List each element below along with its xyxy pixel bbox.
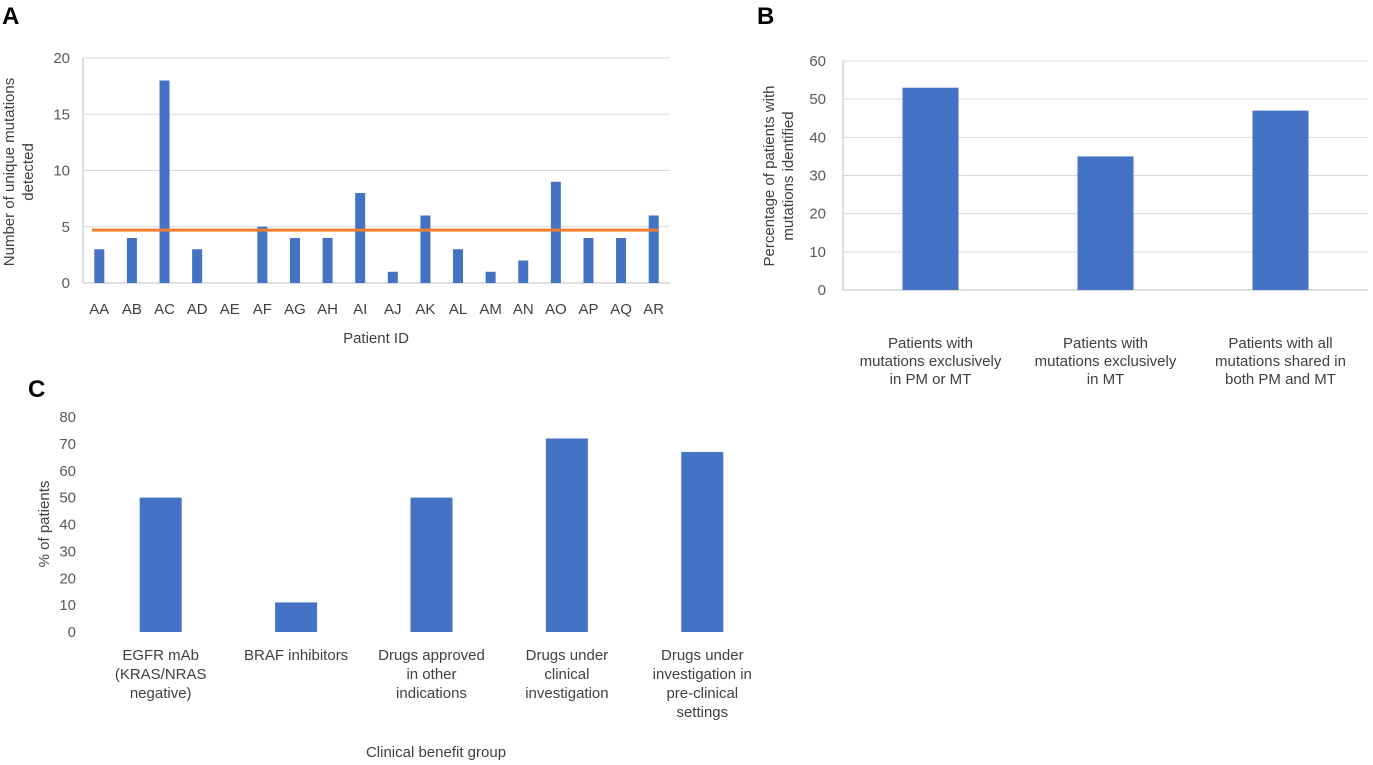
- bar: [681, 451, 724, 632]
- x-tick-label: AP: [578, 301, 598, 318]
- x-tick-label: AA: [89, 301, 109, 318]
- panel-a-y-tick-label: 15: [53, 106, 70, 123]
- panel-b: B 0 10 20 30 40 50 60 Patients with mutations e…: [757, 3, 1368, 388]
- bar: [648, 215, 659, 283]
- bar: [322, 238, 333, 283]
- bar: [139, 497, 182, 632]
- x-tick-label: BRAF inhibitors: [244, 647, 348, 664]
- panel-c-label: C: [28, 376, 45, 403]
- bar: [289, 238, 300, 283]
- x-tick-label: AR: [643, 301, 664, 318]
- x-tick-label: AH: [317, 301, 338, 318]
- panel-b-y-tick-label: 20: [809, 206, 826, 223]
- x-tick-label: AQ: [610, 301, 632, 318]
- panel-c-y-tick-label: 80: [59, 409, 76, 426]
- panel-a-label: A: [2, 3, 19, 30]
- bar: [410, 497, 453, 632]
- panel-b-y-tick-label: 10: [809, 244, 826, 261]
- panel-b-y-tick-label: 60: [809, 53, 826, 70]
- bar: [1077, 156, 1134, 290]
- panel-c-y-tick-label: 60: [59, 463, 76, 480]
- panel-b-y-tick-label: 50: [809, 91, 826, 108]
- panel-c-y-tick-label: 10: [59, 597, 76, 614]
- panel-a: A 0 5 10 15 20 AA AB AC AD AE AF AG AH AI AJ AK AL AM AN A…: [1, 3, 670, 347]
- bar: [550, 181, 561, 283]
- panel-c-y-tick-label: 70: [59, 436, 76, 453]
- panel-a-x-axis-title: Patient ID: [343, 330, 409, 347]
- panel-a-y-tick-label: 10: [53, 163, 70, 180]
- panel-c-y-tick-label: 40: [59, 517, 76, 534]
- x-tick-label: Patients with mutations exclusively in PM …: [860, 335, 1002, 388]
- panel-c: C 0 10 20 30 40 50 60 70 80 EGFR mAb (KRAS/NRAS ne…: [28, 376, 752, 761]
- panel-a-y-tick-label: 0: [62, 275, 70, 292]
- bar: [257, 226, 268, 283]
- bar: [420, 215, 431, 283]
- x-tick-label: EGFR mAb (KRAS/NRAS negative): [115, 647, 207, 702]
- panel-a-y-axis-title: Number of unique mutations detected: [1, 78, 37, 266]
- bar: [902, 87, 959, 290]
- bar: [387, 271, 398, 283]
- panel-b-y-tick-label: 40: [809, 129, 826, 146]
- panel-c-y-tick-label: 0: [68, 624, 76, 641]
- panel-b-y-axis-title: Percentage of patients with mutations ide…: [761, 86, 797, 267]
- x-tick-label: AM: [479, 301, 502, 318]
- x-tick-label: AJ: [384, 301, 402, 318]
- bar: [583, 238, 594, 283]
- bar: [1252, 110, 1309, 290]
- bar: [453, 249, 464, 283]
- panel-b-label: B: [757, 3, 774, 30]
- panel-b-y-tick-label: 0: [818, 282, 826, 299]
- x-tick-label: AC: [154, 301, 175, 318]
- x-tick-label: Patients with all mutations shared in both…: [1215, 335, 1346, 388]
- bar: [545, 438, 588, 632]
- x-tick-label: Drugs under investigation in pre-clinical s…: [653, 647, 752, 721]
- panel-c-x-axis-title: Clinical benefit group: [366, 744, 506, 761]
- x-tick-label: AG: [284, 301, 306, 318]
- bar: [485, 271, 496, 283]
- panel-a-y-tick-label: 5: [62, 219, 70, 236]
- x-tick-label: Drugs approved in other indications: [378, 647, 485, 702]
- x-tick-label: AD: [187, 301, 208, 318]
- x-tick-label: AN: [513, 301, 534, 318]
- panel-c-y-tick-label: 30: [59, 543, 76, 560]
- panel-c-y-tick-label: 50: [59, 490, 76, 507]
- panel-c-y-tick-label: 20: [59, 570, 76, 587]
- bar: [192, 249, 203, 283]
- bar: [94, 249, 105, 283]
- bar: [275, 602, 318, 632]
- bar: [355, 193, 366, 283]
- bar: [518, 260, 529, 283]
- x-tick-label: AE: [220, 301, 240, 318]
- panel-a-y-tick-label: 20: [53, 50, 70, 67]
- x-tick-label: AF: [253, 301, 272, 318]
- x-tick-label: AL: [449, 301, 467, 318]
- x-tick-label: Patients with mutations exclusively in MT: [1035, 335, 1177, 388]
- x-tick-label: AI: [353, 301, 367, 318]
- bar: [126, 238, 137, 283]
- x-tick-label: AB: [122, 301, 142, 318]
- x-tick-label: Drugs under clinical investigation: [525, 647, 608, 702]
- x-tick-label: AO: [545, 301, 567, 318]
- panel-b-y-tick-label: 30: [809, 168, 826, 185]
- panel-c-y-axis-title: % of patients: [36, 481, 53, 568]
- bar: [159, 80, 170, 283]
- x-tick-label: AK: [415, 301, 435, 318]
- bar: [616, 238, 627, 283]
